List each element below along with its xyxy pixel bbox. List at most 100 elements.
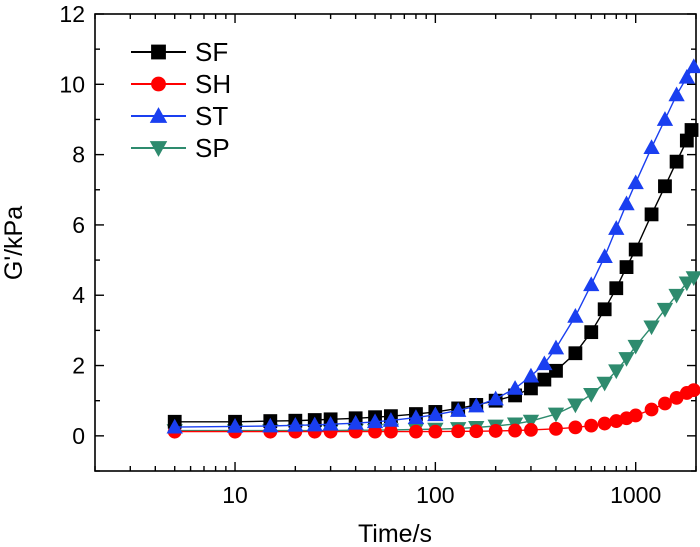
x-axis-title: Time/s [358, 520, 432, 547]
data-point-sh [628, 408, 643, 423]
tick-labels: 0 2 4 6 8 10 12 10 100 1000 [59, 1, 661, 508]
data-point-sp [668, 288, 685, 304]
data-point-st [226, 418, 244, 433]
data-point-sh [644, 402, 659, 417]
data-point-sf [537, 372, 552, 387]
data-point-sh [568, 420, 583, 435]
data-point-st [618, 195, 635, 211]
data-point-sh [686, 383, 700, 398]
data-point-sp [522, 414, 540, 430]
data-point-st [427, 406, 444, 422]
data-point-sh [451, 424, 466, 439]
data-point-sh [508, 423, 522, 438]
data-point-sh [658, 396, 672, 411]
data-point-sf [549, 363, 563, 378]
legend-marker [151, 44, 166, 60]
data-point-sh [409, 424, 423, 439]
data-point-sp [656, 302, 674, 318]
data-point-sf [609, 281, 624, 296]
series-line-sf [174, 129, 693, 423]
data-point-sh [584, 418, 599, 433]
y-tick-label: 0 [72, 423, 85, 449]
data-point-st [567, 308, 584, 323]
data-point-st [608, 220, 625, 235]
data-point-sf [644, 207, 659, 222]
data-point-sf [584, 325, 599, 340]
data-point-sp [567, 398, 584, 414]
data-point-sp [547, 407, 565, 423]
data-point-st [347, 414, 364, 430]
data-point-sf [524, 381, 538, 396]
data-point-st [322, 415, 339, 431]
y-tick-label: 6 [72, 212, 85, 238]
series-line-sh [174, 389, 695, 433]
data-point-sf [597, 302, 612, 317]
data-point-sh [469, 424, 484, 439]
data-point-sp [627, 339, 644, 355]
data-point-sh [597, 416, 612, 431]
y-tick-label: 4 [72, 282, 85, 308]
data-point-st [287, 417, 304, 432]
data-point-sp [608, 364, 625, 380]
data-point-st [596, 248, 613, 263]
y-axis-title: G'/kPa [0, 206, 28, 280]
y-tick-label: 8 [72, 142, 85, 168]
data-point-sf [669, 154, 684, 169]
data-point-st [407, 409, 425, 424]
data-point-st [536, 355, 553, 371]
legend-marker [149, 141, 168, 157]
legend-item-sh: SH [131, 69, 231, 99]
data-point-st [522, 367, 540, 383]
data-point-st [262, 417, 279, 433]
legend-marker [149, 107, 168, 123]
legend-marker [151, 76, 166, 92]
data-point-sp [583, 387, 600, 403]
data-point-sf [619, 260, 634, 275]
data-point-st [450, 402, 467, 417]
data-point-st [678, 68, 695, 84]
legend-label: SH [195, 69, 231, 99]
data-point-st [668, 86, 685, 102]
data-point-sh [549, 421, 563, 436]
data-point-sp [678, 276, 695, 292]
data-point-st [468, 397, 485, 413]
data-point-sf [568, 346, 583, 361]
series-sf [167, 123, 699, 429]
x-tick-label: 10 [222, 482, 248, 508]
data-point-sh [384, 424, 398, 439]
legend-item-sf: SF [131, 37, 228, 67]
data-point-st [166, 418, 183, 434]
series-st [166, 58, 700, 434]
legend-label: SP [195, 133, 230, 163]
series-layer [166, 58, 700, 439]
data-point-st [366, 413, 384, 429]
y-tick-label: 12 [59, 1, 85, 27]
plot-frame [94, 13, 697, 472]
data-point-st [643, 139, 660, 154]
data-point-sp [643, 320, 660, 336]
data-point-st [382, 412, 400, 427]
x-tick-label: 1000 [610, 482, 661, 508]
data-point-sh [488, 424, 503, 438]
data-point-sh [524, 422, 538, 437]
data-point-sp [618, 352, 635, 367]
data-point-sp [596, 376, 613, 392]
legend-item-sp: SP [131, 133, 230, 163]
legend-label: SF [195, 37, 228, 67]
data-point-st [627, 174, 644, 190]
data-point-st [685, 58, 700, 74]
y-tick-label: 2 [72, 353, 85, 379]
x-tick-label: 100 [416, 482, 454, 508]
ticks [94, 13, 697, 472]
data-point-st [656, 111, 674, 126]
legend-label: ST [195, 101, 228, 131]
data-point-sf [684, 123, 699, 137]
data-point-st [583, 276, 600, 292]
data-point-sp [685, 271, 700, 286]
data-point-sf [658, 179, 672, 194]
data-point-sh [428, 424, 443, 439]
y-tick-label: 10 [59, 71, 85, 97]
data-point-st [547, 339, 565, 355]
